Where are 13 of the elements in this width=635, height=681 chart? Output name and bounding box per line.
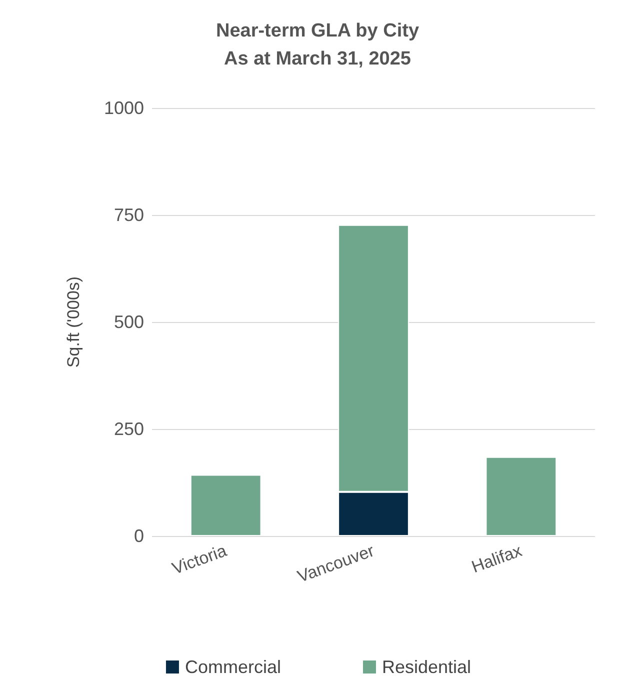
x-tick-label: Victoria [170, 540, 230, 578]
bar [190, 474, 262, 536]
x-tick-label: Halifax [469, 540, 525, 577]
y-tick-label: 250 [114, 419, 144, 439]
bar [486, 456, 557, 536]
chart-title: Near-term GLA by City As at March 31, 2025 [216, 20, 420, 70]
y-axis-title: Sq.ft ('000s) [64, 276, 83, 368]
y-tick-label: 0 [134, 526, 144, 546]
y-tick-label: 1000 [104, 98, 144, 118]
y-tick-label: 750 [114, 205, 144, 225]
y-tick-label: 500 [114, 312, 144, 332]
legend-label: Residential [382, 657, 472, 677]
legend-label: Commercial [184, 657, 281, 677]
